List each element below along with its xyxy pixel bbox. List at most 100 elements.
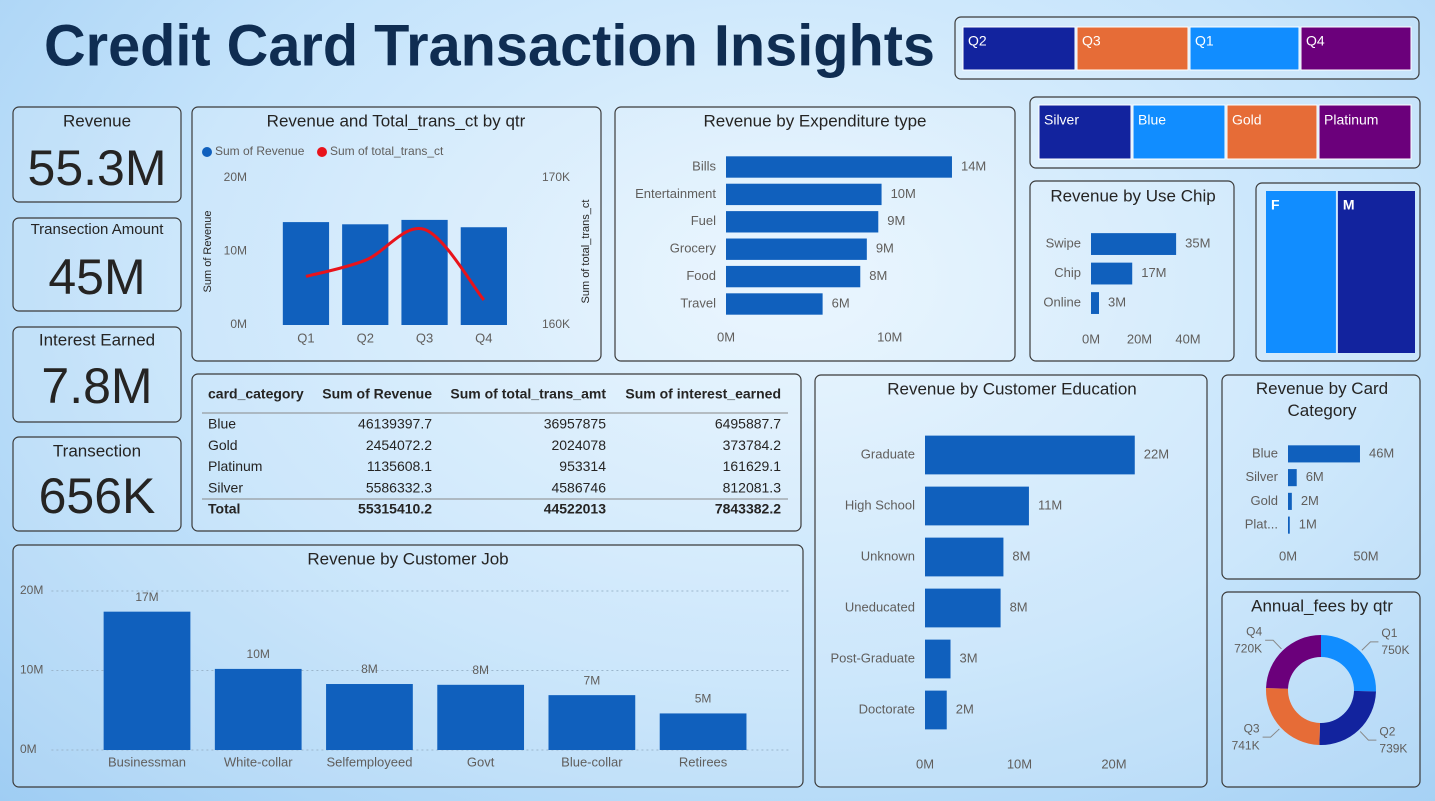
data-label: 10M xyxy=(891,186,916,201)
bar xyxy=(1091,262,1133,285)
slicer-tile[interactable] xyxy=(1226,104,1318,160)
data-label: 1M xyxy=(1299,517,1317,532)
table-cell: 953314 xyxy=(559,458,606,474)
bar xyxy=(925,639,951,679)
y-tick-label: 10M xyxy=(224,244,247,258)
slice-value-label: 739K xyxy=(1379,741,1407,755)
slicer-tile[interactable] xyxy=(1076,26,1189,71)
table-total-cell: 44522013 xyxy=(544,501,607,517)
table-cell: Blue xyxy=(208,416,236,432)
bar xyxy=(1288,516,1290,534)
slicer-label[interactable]: Gold xyxy=(1232,112,1262,128)
slicer-tile[interactable] xyxy=(1038,104,1132,160)
treemap-tile xyxy=(1266,191,1336,353)
y-tick-label: Gold xyxy=(1251,493,1278,508)
chart-title: Revenue by Expenditure type xyxy=(703,111,926,130)
y-tick-label: Entertainment xyxy=(635,186,716,201)
slicer-label[interactable]: Blue xyxy=(1138,112,1166,128)
bar xyxy=(659,713,747,750)
data-label: 35M xyxy=(1185,235,1210,250)
table-cell: 161629.1 xyxy=(723,458,782,474)
slicer-tile[interactable] xyxy=(1189,26,1300,71)
slicer-label[interactable]: Q1 xyxy=(1195,33,1214,49)
y-tick-label: Food xyxy=(686,268,716,283)
panel xyxy=(12,326,182,423)
y-tick-label: Post-Graduate xyxy=(830,650,915,665)
x-tick-label: Selfemployeed xyxy=(326,754,412,769)
slicer-tile[interactable] xyxy=(1132,104,1226,160)
table-cell: Platinum xyxy=(208,458,262,474)
slicer-tile[interactable] xyxy=(1300,26,1412,71)
bar xyxy=(401,219,448,325)
dashboard-title: Credit Card Transaction Insights xyxy=(44,13,935,78)
legend-label: Sum of total_trans_ct xyxy=(330,144,444,158)
table-cell: 812081.3 xyxy=(723,479,782,495)
y-tick-label: Unknown xyxy=(861,548,915,563)
x-tick-label: 40M xyxy=(1175,331,1200,346)
legend-swatch xyxy=(202,147,212,157)
data-label: 2M xyxy=(956,701,974,716)
table-cell: 2024078 xyxy=(551,437,606,453)
y-tick-label: 20M xyxy=(224,170,247,184)
bar xyxy=(548,695,636,750)
chart-title: Revenue by Card Category xyxy=(1256,379,1388,420)
treemap-label: F xyxy=(1271,197,1280,213)
chart-title: Revenue by Customer Job xyxy=(307,549,508,568)
x-tick-label: 0M xyxy=(916,756,934,771)
slice-label: Q3 xyxy=(1244,721,1260,735)
table-cell: 4586746 xyxy=(551,479,606,495)
y-tick-label: 20M xyxy=(20,583,43,597)
table-total-cell: 7843382.2 xyxy=(715,501,781,517)
bar xyxy=(1288,445,1360,463)
y-tick-label: High School xyxy=(845,497,915,512)
slicer-label[interactable]: Q3 xyxy=(1082,33,1101,49)
legend-label: Sum of Revenue xyxy=(215,144,305,158)
donut-slice xyxy=(1319,690,1376,745)
y-tick-label: 0M xyxy=(20,742,37,756)
data-label: 6M xyxy=(1306,469,1324,484)
slicer-tile[interactable] xyxy=(962,26,1076,71)
kpi-label: Transection Amount xyxy=(31,221,165,238)
kpi-value: 7.8M xyxy=(41,358,152,414)
bar xyxy=(437,684,525,750)
leader-line xyxy=(1262,728,1280,738)
y-tick-label: Blue xyxy=(1252,445,1278,460)
bar xyxy=(726,183,882,206)
bar xyxy=(925,435,1135,475)
kpi-label: Transection xyxy=(53,441,141,460)
bar xyxy=(726,293,823,315)
bar xyxy=(726,156,952,178)
y-tick-label: 10M xyxy=(20,663,43,677)
slicer-label[interactable]: Platinum xyxy=(1324,112,1378,128)
bar xyxy=(925,537,1004,577)
bar xyxy=(1091,233,1177,255)
data-label: 11M xyxy=(1038,497,1062,512)
data-label: 8M xyxy=(1010,599,1028,614)
y-tick-label: Travel xyxy=(680,295,716,310)
slicer-label[interactable]: Silver xyxy=(1044,112,1079,128)
x-tick-label: 10M xyxy=(877,329,902,344)
leader-line xyxy=(1361,641,1379,651)
table-header: Sum of total_trans_amt xyxy=(450,386,606,402)
data-label: 8M xyxy=(1012,548,1030,563)
x-tick-label: White-collar xyxy=(224,754,293,769)
data-label: 17M xyxy=(135,590,158,604)
table-header: card_category xyxy=(208,386,304,402)
y-tick-label: 0M xyxy=(230,317,247,331)
slicer-label[interactable]: Q2 xyxy=(968,33,987,49)
table-cell: 1135608.1 xyxy=(367,458,432,474)
leader-line xyxy=(1359,731,1377,741)
leader-line xyxy=(1265,639,1282,650)
panel xyxy=(1221,374,1421,580)
chart-title: Annual_fees by qtr xyxy=(1251,596,1393,615)
slicer-tile[interactable] xyxy=(1318,104,1412,160)
bar xyxy=(1288,469,1297,487)
slicer-label[interactable]: Q4 xyxy=(1306,33,1325,49)
data-label: 14M xyxy=(961,158,986,173)
panel xyxy=(12,217,182,312)
data-label: 8M xyxy=(472,663,489,677)
x-tick-label: 0M xyxy=(1279,548,1297,563)
x-tick-label: 10M xyxy=(1007,756,1032,771)
table-header: Sum of interest_earned xyxy=(625,386,781,402)
